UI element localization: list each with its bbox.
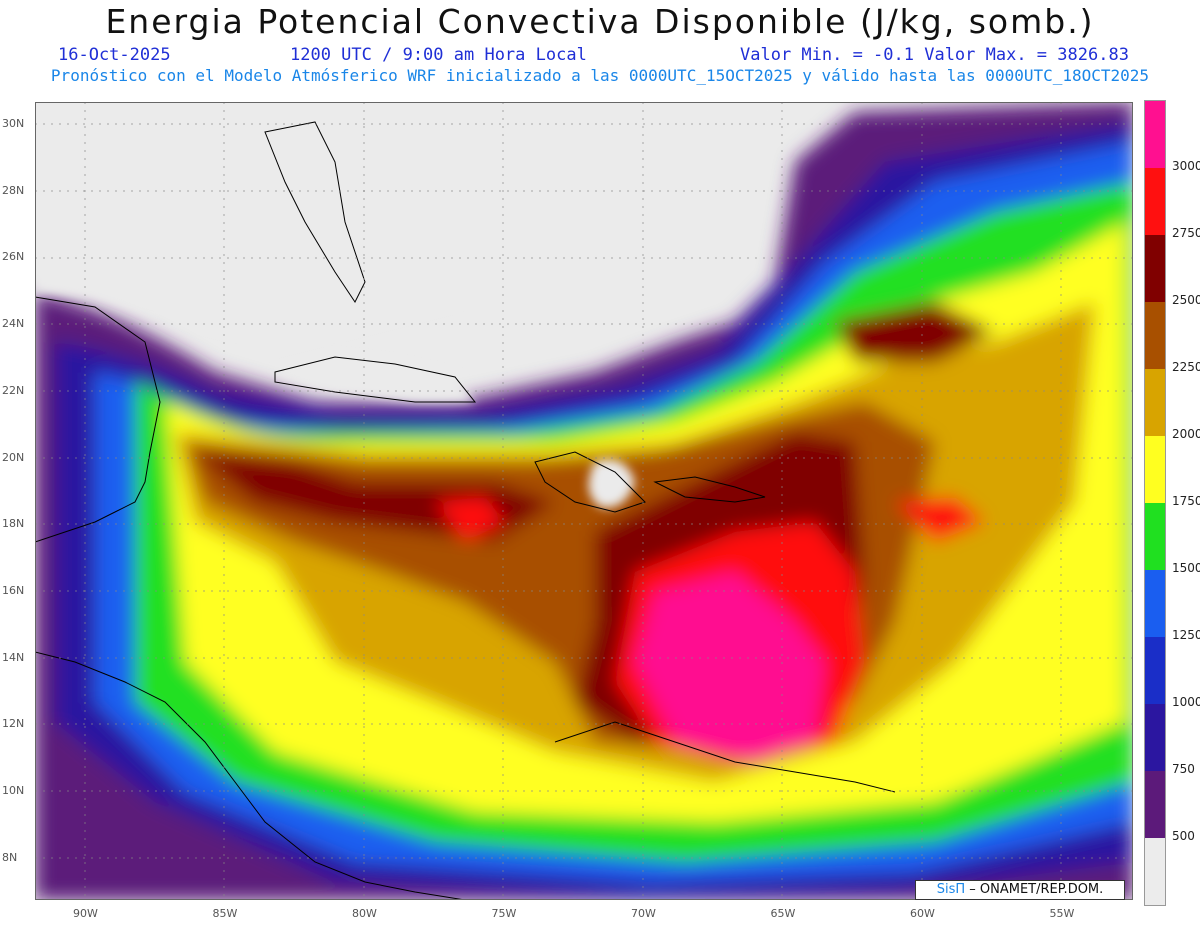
- colorbar-label: 1000: [1172, 695, 1200, 709]
- colorbar-segment: [1145, 503, 1165, 570]
- latitude-label: 30N: [2, 117, 25, 130]
- colorbar-segment: [1145, 436, 1165, 503]
- lon-gridlines: [84, 102, 1062, 900]
- latitude-label: 28N: [2, 183, 25, 197]
- latitude-label: 26N: [2, 250, 25, 264]
- latitude-label: 16N: [2, 583, 25, 597]
- map-title: Energia Potencial Convectiva Disponible …: [105, 2, 1095, 41]
- longitude-label: 85W: [212, 907, 238, 920]
- colorbar-label: 2250: [1172, 360, 1200, 374]
- latitude-label: 14N: [2, 650, 25, 664]
- longitude-label: 60W: [910, 907, 935, 920]
- colorbar-label: 2500: [1172, 293, 1200, 307]
- colorbar-segment: [1145, 838, 1165, 905]
- latitude-label: 18N: [2, 517, 25, 531]
- latitude-label: 22N: [2, 383, 25, 397]
- colorbar-label: 3000: [1172, 159, 1200, 173]
- credit-text: – ONAMET/REP.DOM.: [969, 882, 1104, 897]
- forecast-date: 16-Oct-2025: [58, 45, 171, 65]
- latitude-label: 10N: [2, 784, 25, 797]
- colorbar-segment: [1145, 235, 1165, 302]
- colorbar-segment: [1145, 369, 1165, 436]
- min-max-values: Valor Min. = -0.1 Valor Max. = 3826.83: [740, 45, 1129, 65]
- colorbar-segment: [1145, 637, 1165, 704]
- colorbar-label: 1750: [1172, 494, 1200, 508]
- latitude-label: 20N: [2, 450, 25, 464]
- longitude-label: 80W: [352, 907, 377, 920]
- longitude-label: 70W: [631, 907, 656, 920]
- colorbar-segment: [1145, 302, 1165, 369]
- coastlines: [35, 121, 896, 900]
- sistemas-logo: SisΠ: [936, 882, 966, 897]
- land-overlay: [35, 102, 775, 508]
- longitude-label: 65W: [770, 907, 796, 920]
- colorbar-label: 1250: [1172, 628, 1200, 642]
- colorbar-segment: [1145, 570, 1165, 637]
- colorbar-label: 2000: [1172, 427, 1200, 441]
- credit-box: SisΠ – ONAMET/REP.DOM.: [915, 880, 1125, 900]
- longitude-label: 90W: [73, 907, 98, 920]
- colorbar-label: 1500: [1172, 561, 1200, 575]
- longitude-label: 75W: [491, 907, 517, 920]
- colorbar-segment: [1145, 101, 1165, 168]
- cape-field: [35, 102, 1133, 900]
- cape-map: [35, 102, 1133, 900]
- latitude-label: 12N: [2, 717, 25, 731]
- map-frame: [35, 102, 1133, 900]
- forecast-time: 1200 UTC / 9:00 am Hora Local: [290, 45, 587, 65]
- latitude-label: 24N: [2, 317, 25, 331]
- colorbar: [1144, 100, 1166, 906]
- model-subtitle: Pronóstico con el Modelo Atmósferico WRF…: [50, 66, 1150, 85]
- colorbar-segment: [1145, 771, 1165, 838]
- colorbar-segment: [1145, 704, 1165, 771]
- longitude-label: 55W: [1049, 907, 1075, 920]
- latitude-label: 8N: [2, 850, 18, 864]
- colorbar-segment: [1145, 168, 1165, 235]
- colorbar-label: 2750: [1172, 226, 1200, 240]
- colorbar-label: 500: [1172, 829, 1195, 843]
- colorbar-label: 750: [1172, 762, 1195, 776]
